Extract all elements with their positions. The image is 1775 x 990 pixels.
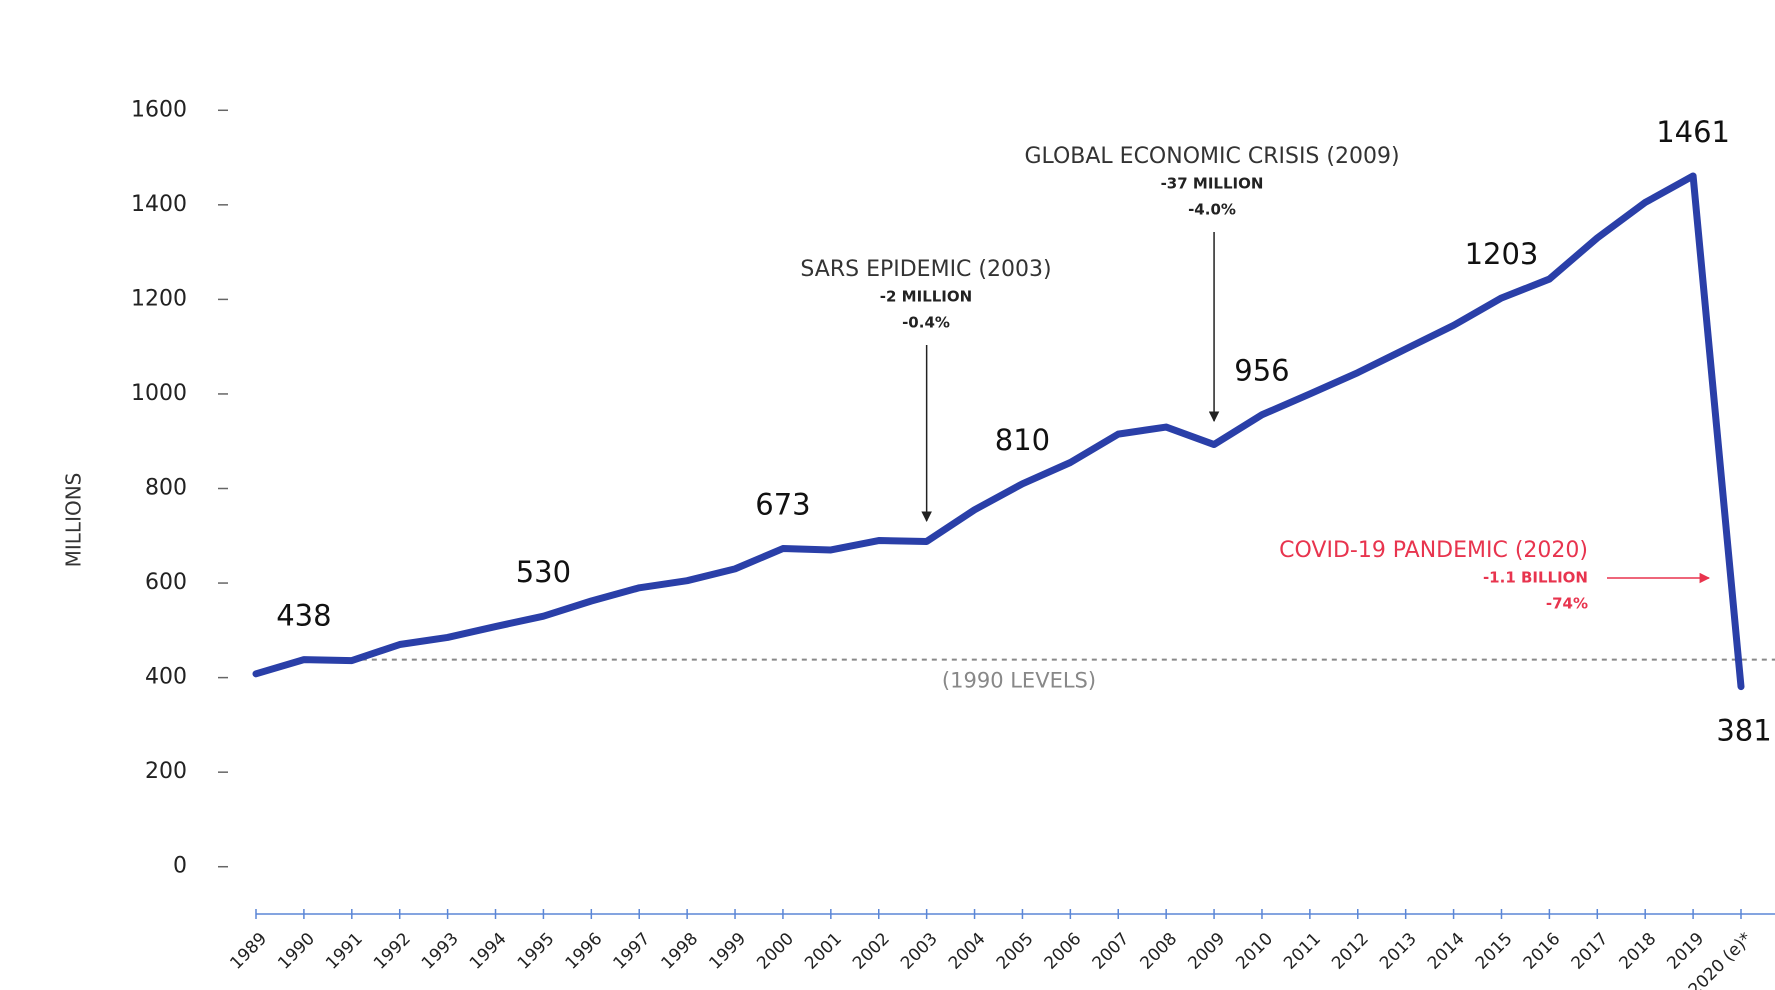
- x-tick-label: 1992: [370, 929, 415, 974]
- annotation-title: COVID-19 PANDEMIC (2020): [1279, 538, 1588, 563]
- reference-label: (1990 LEVELS): [942, 669, 1096, 693]
- x-tick-label: 2013: [1376, 929, 1421, 974]
- data-label: 810: [995, 423, 1050, 457]
- annotation-detail: -0.4%: [902, 314, 950, 332]
- x-tick-label: 2015: [1472, 929, 1517, 974]
- y-axis-label: MILLIONS: [62, 473, 86, 568]
- data-label: 673: [755, 488, 810, 522]
- x-tick-label: 2009: [1184, 929, 1229, 974]
- x-tick-label: 2003: [897, 929, 942, 974]
- y-tick-label: 1400: [131, 192, 187, 217]
- annotation-title: GLOBAL ECONOMIC CRISIS (2009): [1024, 144, 1399, 169]
- x-tick-label: 1993: [418, 929, 463, 974]
- x-tick-label: 2011: [1280, 929, 1325, 974]
- x-tick-label: 2004: [945, 929, 990, 974]
- y-tick-label: 400: [145, 665, 187, 690]
- x-tick-label: 1990: [274, 929, 319, 974]
- y-tick-label: 200: [145, 759, 187, 784]
- annotation-detail: -4.0%: [1188, 201, 1236, 219]
- annotation-detail: -74%: [1546, 595, 1588, 613]
- y-tick-label: 600: [145, 570, 187, 595]
- x-tick-label: 2001: [801, 929, 846, 974]
- data-label: 381: [1716, 714, 1771, 748]
- x-tick-label: 2002: [849, 929, 894, 974]
- x-tick-label: 1991: [322, 929, 367, 974]
- x-tick-label: 1995: [514, 929, 559, 974]
- data-label: 530: [516, 555, 571, 589]
- x-tick-label: 2000: [753, 929, 798, 974]
- annotation-detail: -37 MILLION: [1161, 175, 1264, 193]
- x-tick-label: 2016: [1520, 929, 1565, 974]
- y-tick-label: 1600: [131, 97, 187, 122]
- x-tick-label: 1994: [466, 929, 511, 974]
- x-tick-label: 2014: [1424, 929, 1469, 974]
- x-tick-label: 2019: [1663, 929, 1708, 974]
- x-tick-label: 2005: [993, 929, 1038, 974]
- x-tick-label: 1996: [562, 929, 607, 974]
- x-tick-label: 2010: [1232, 929, 1277, 974]
- data-line: [252, 172, 1745, 691]
- x-tick-label: 1997: [610, 929, 655, 974]
- annotation-detail: -1.1 BILLION: [1483, 569, 1588, 587]
- y-tick-label: 1000: [131, 381, 187, 406]
- data-label: 956: [1234, 354, 1289, 388]
- y-tick-label: 800: [145, 476, 187, 501]
- annotation-detail: -2 MILLION: [880, 288, 972, 306]
- annotation-title: SARS EPIDEMIC (2003): [800, 257, 1051, 282]
- data-label: 1461: [1656, 115, 1730, 149]
- data-label: 438: [276, 599, 331, 633]
- x-tick-label: 1998: [657, 929, 702, 974]
- x-tick-label: 1999: [705, 929, 750, 974]
- x-tick-label: 2017: [1568, 929, 1613, 974]
- x-tick-label: 2012: [1328, 929, 1373, 974]
- x-tick-label: 2007: [1089, 929, 1134, 974]
- x-tick-label: 2018: [1616, 929, 1661, 974]
- y-tick-label: 0: [173, 854, 187, 879]
- y-tick-label: 1200: [131, 286, 187, 311]
- x-tick-label: 1989: [226, 929, 271, 974]
- x-tick-label: 2006: [1041, 929, 1086, 974]
- x-tick-label: 2008: [1136, 929, 1181, 974]
- data-label: 1203: [1465, 237, 1539, 271]
